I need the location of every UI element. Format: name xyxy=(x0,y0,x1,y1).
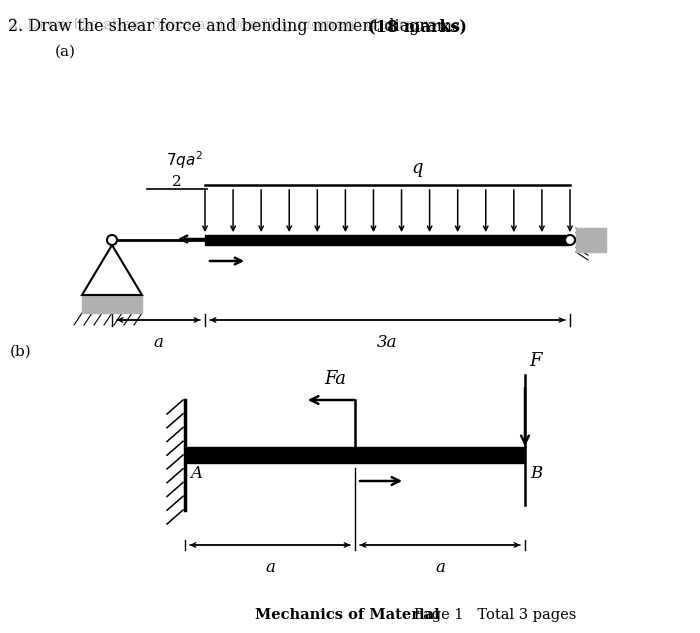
Text: 2. Draw the shear force and bending moment diagrams.  (18 marks): 2. Draw the shear force and bending mome… xyxy=(8,18,533,32)
Text: 2: 2 xyxy=(172,175,182,189)
Text: 2. Draw the shear force and bending moment diagrams.: 2. Draw the shear force and bending mome… xyxy=(8,18,470,35)
Text: 2. Draw the shear force and bending moment diagrams.: 2. Draw the shear force and bending mome… xyxy=(8,18,447,32)
Text: (18 marks): (18 marks) xyxy=(368,18,467,35)
Text: $7qa^2$: $7qa^2$ xyxy=(166,149,203,171)
Circle shape xyxy=(107,235,117,245)
Text: Page 1   Total 3 pages: Page 1 Total 3 pages xyxy=(400,608,576,622)
Text: q: q xyxy=(412,159,424,177)
Text: F: F xyxy=(529,352,542,370)
Text: a: a xyxy=(435,559,445,576)
Text: A: A xyxy=(190,465,202,482)
Text: a: a xyxy=(153,334,163,351)
Text: a: a xyxy=(265,559,275,576)
Bar xyxy=(82,295,142,313)
Text: (b): (b) xyxy=(10,345,32,359)
Text: Mechanics of Material: Mechanics of Material xyxy=(255,608,440,622)
Text: 3a: 3a xyxy=(377,334,398,351)
Text: Fa: Fa xyxy=(324,370,346,388)
Text: B: B xyxy=(530,465,542,482)
Circle shape xyxy=(565,235,575,245)
Bar xyxy=(576,228,606,252)
Text: (a): (a) xyxy=(55,45,76,59)
